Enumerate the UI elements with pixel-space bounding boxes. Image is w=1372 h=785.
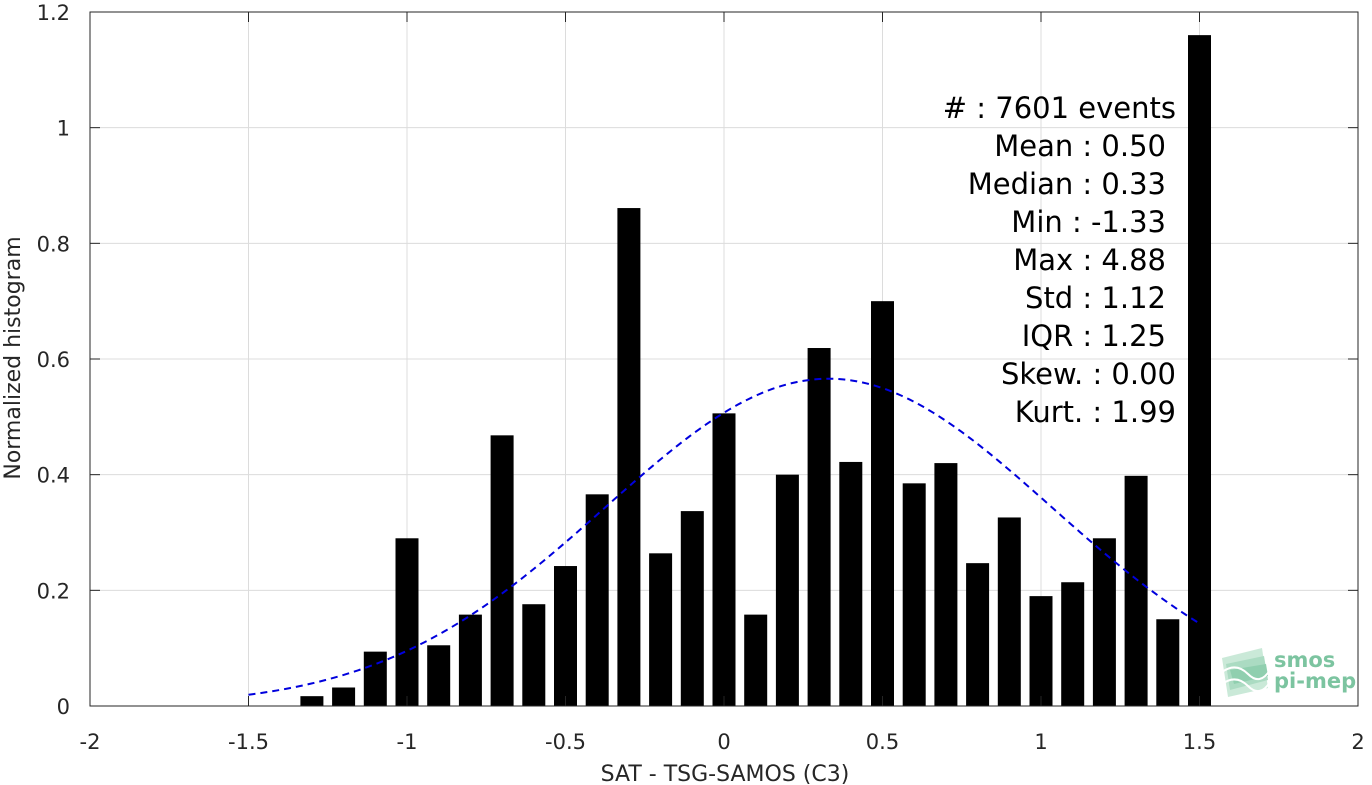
logo-text-pimep: pi-mep xyxy=(1274,669,1356,693)
histogram-bar xyxy=(966,563,990,706)
logo-text-smos: smos xyxy=(1274,648,1335,672)
x-axis-label: SAT - TSG-SAMOS (C3) xyxy=(601,762,850,785)
histogram-bar xyxy=(522,604,546,706)
histogram-bar xyxy=(775,474,799,706)
histogram-bar xyxy=(649,553,673,706)
histogram-bar xyxy=(1124,475,1148,706)
x-tick-label: 1.5 xyxy=(1183,730,1216,754)
histogram-bar xyxy=(617,208,641,706)
logo-icon xyxy=(1221,648,1271,697)
bars xyxy=(300,35,1211,706)
histogram-bar xyxy=(1156,619,1180,706)
stat-line: Max : 4.88 xyxy=(1013,243,1166,277)
histogram-bar xyxy=(332,687,356,706)
y-axis-label: Normalized histogram xyxy=(1,236,26,479)
histogram-bar xyxy=(934,463,958,706)
stat-line: IQR : 1.25 xyxy=(1022,319,1166,353)
histogram-bar xyxy=(1092,538,1116,706)
y-tick-label: 0.4 xyxy=(37,464,70,488)
stat-line: Min : -1.33 xyxy=(1011,205,1166,239)
y-tick-label: 0.6 xyxy=(37,348,70,372)
histogram-bar xyxy=(427,645,451,706)
stats-box: # : 7601 events Mean : 0.50 Median : 0.33 M… xyxy=(943,91,1176,429)
histogram-bar xyxy=(1188,35,1211,706)
histogram-bar xyxy=(839,461,863,706)
stat-line: Kurt. : 1.99 xyxy=(1015,395,1176,429)
tick-labels: -2 -1.5 -1 -0.5 0 0.5 1 1.5 2 0 0.2 0.4 0.6 0.8 1 1.2 xyxy=(37,1,1365,754)
stat-line: Median : 0.33 xyxy=(968,167,1166,201)
x-tick-label: 2 xyxy=(1351,730,1364,754)
x-tick-label: 0.5 xyxy=(866,730,899,754)
histogram-bar xyxy=(300,696,324,706)
x-tick-label: -1 xyxy=(397,730,418,754)
x-tick-label: 1 xyxy=(1034,730,1047,754)
x-tick-label: -0.5 xyxy=(545,730,586,754)
histogram-bar xyxy=(363,651,387,706)
x-tick-label: -2 xyxy=(80,730,101,754)
stat-line: Skew. : 0.00 xyxy=(1001,357,1176,391)
x-tick-label: -1.5 xyxy=(228,730,269,754)
histogram-bar xyxy=(744,614,768,706)
histogram-bar xyxy=(395,538,419,706)
y-tick-label: 0.8 xyxy=(37,232,70,256)
histogram-bar xyxy=(871,301,894,706)
histogram-bar xyxy=(902,483,926,706)
x-tick-label: 0 xyxy=(717,730,730,754)
stat-line: Mean : 0.50 xyxy=(994,129,1166,163)
stat-line: # : 7601 events xyxy=(943,91,1176,125)
histogram-bar xyxy=(585,494,609,706)
histogram-bar xyxy=(997,517,1021,706)
histogram-bar xyxy=(807,348,831,706)
histogram-bar xyxy=(680,511,704,706)
axes xyxy=(89,11,1359,707)
stat-line: Std : 1.12 xyxy=(1025,281,1166,315)
histogram-bar xyxy=(458,614,482,706)
histogram-bar xyxy=(1029,596,1053,706)
histogram-bar xyxy=(554,566,577,706)
histogram-bar xyxy=(1061,582,1085,706)
y-tick-label: 0.2 xyxy=(37,579,70,603)
smos-pi-mep-logo: smos pi-mep xyxy=(1221,648,1356,697)
histogram-bar xyxy=(490,435,514,706)
y-tick-label: 1 xyxy=(57,117,70,141)
y-tick-label: 0 xyxy=(57,695,70,719)
y-tick-label: 1.2 xyxy=(37,1,70,25)
histogram-bar xyxy=(712,413,736,706)
